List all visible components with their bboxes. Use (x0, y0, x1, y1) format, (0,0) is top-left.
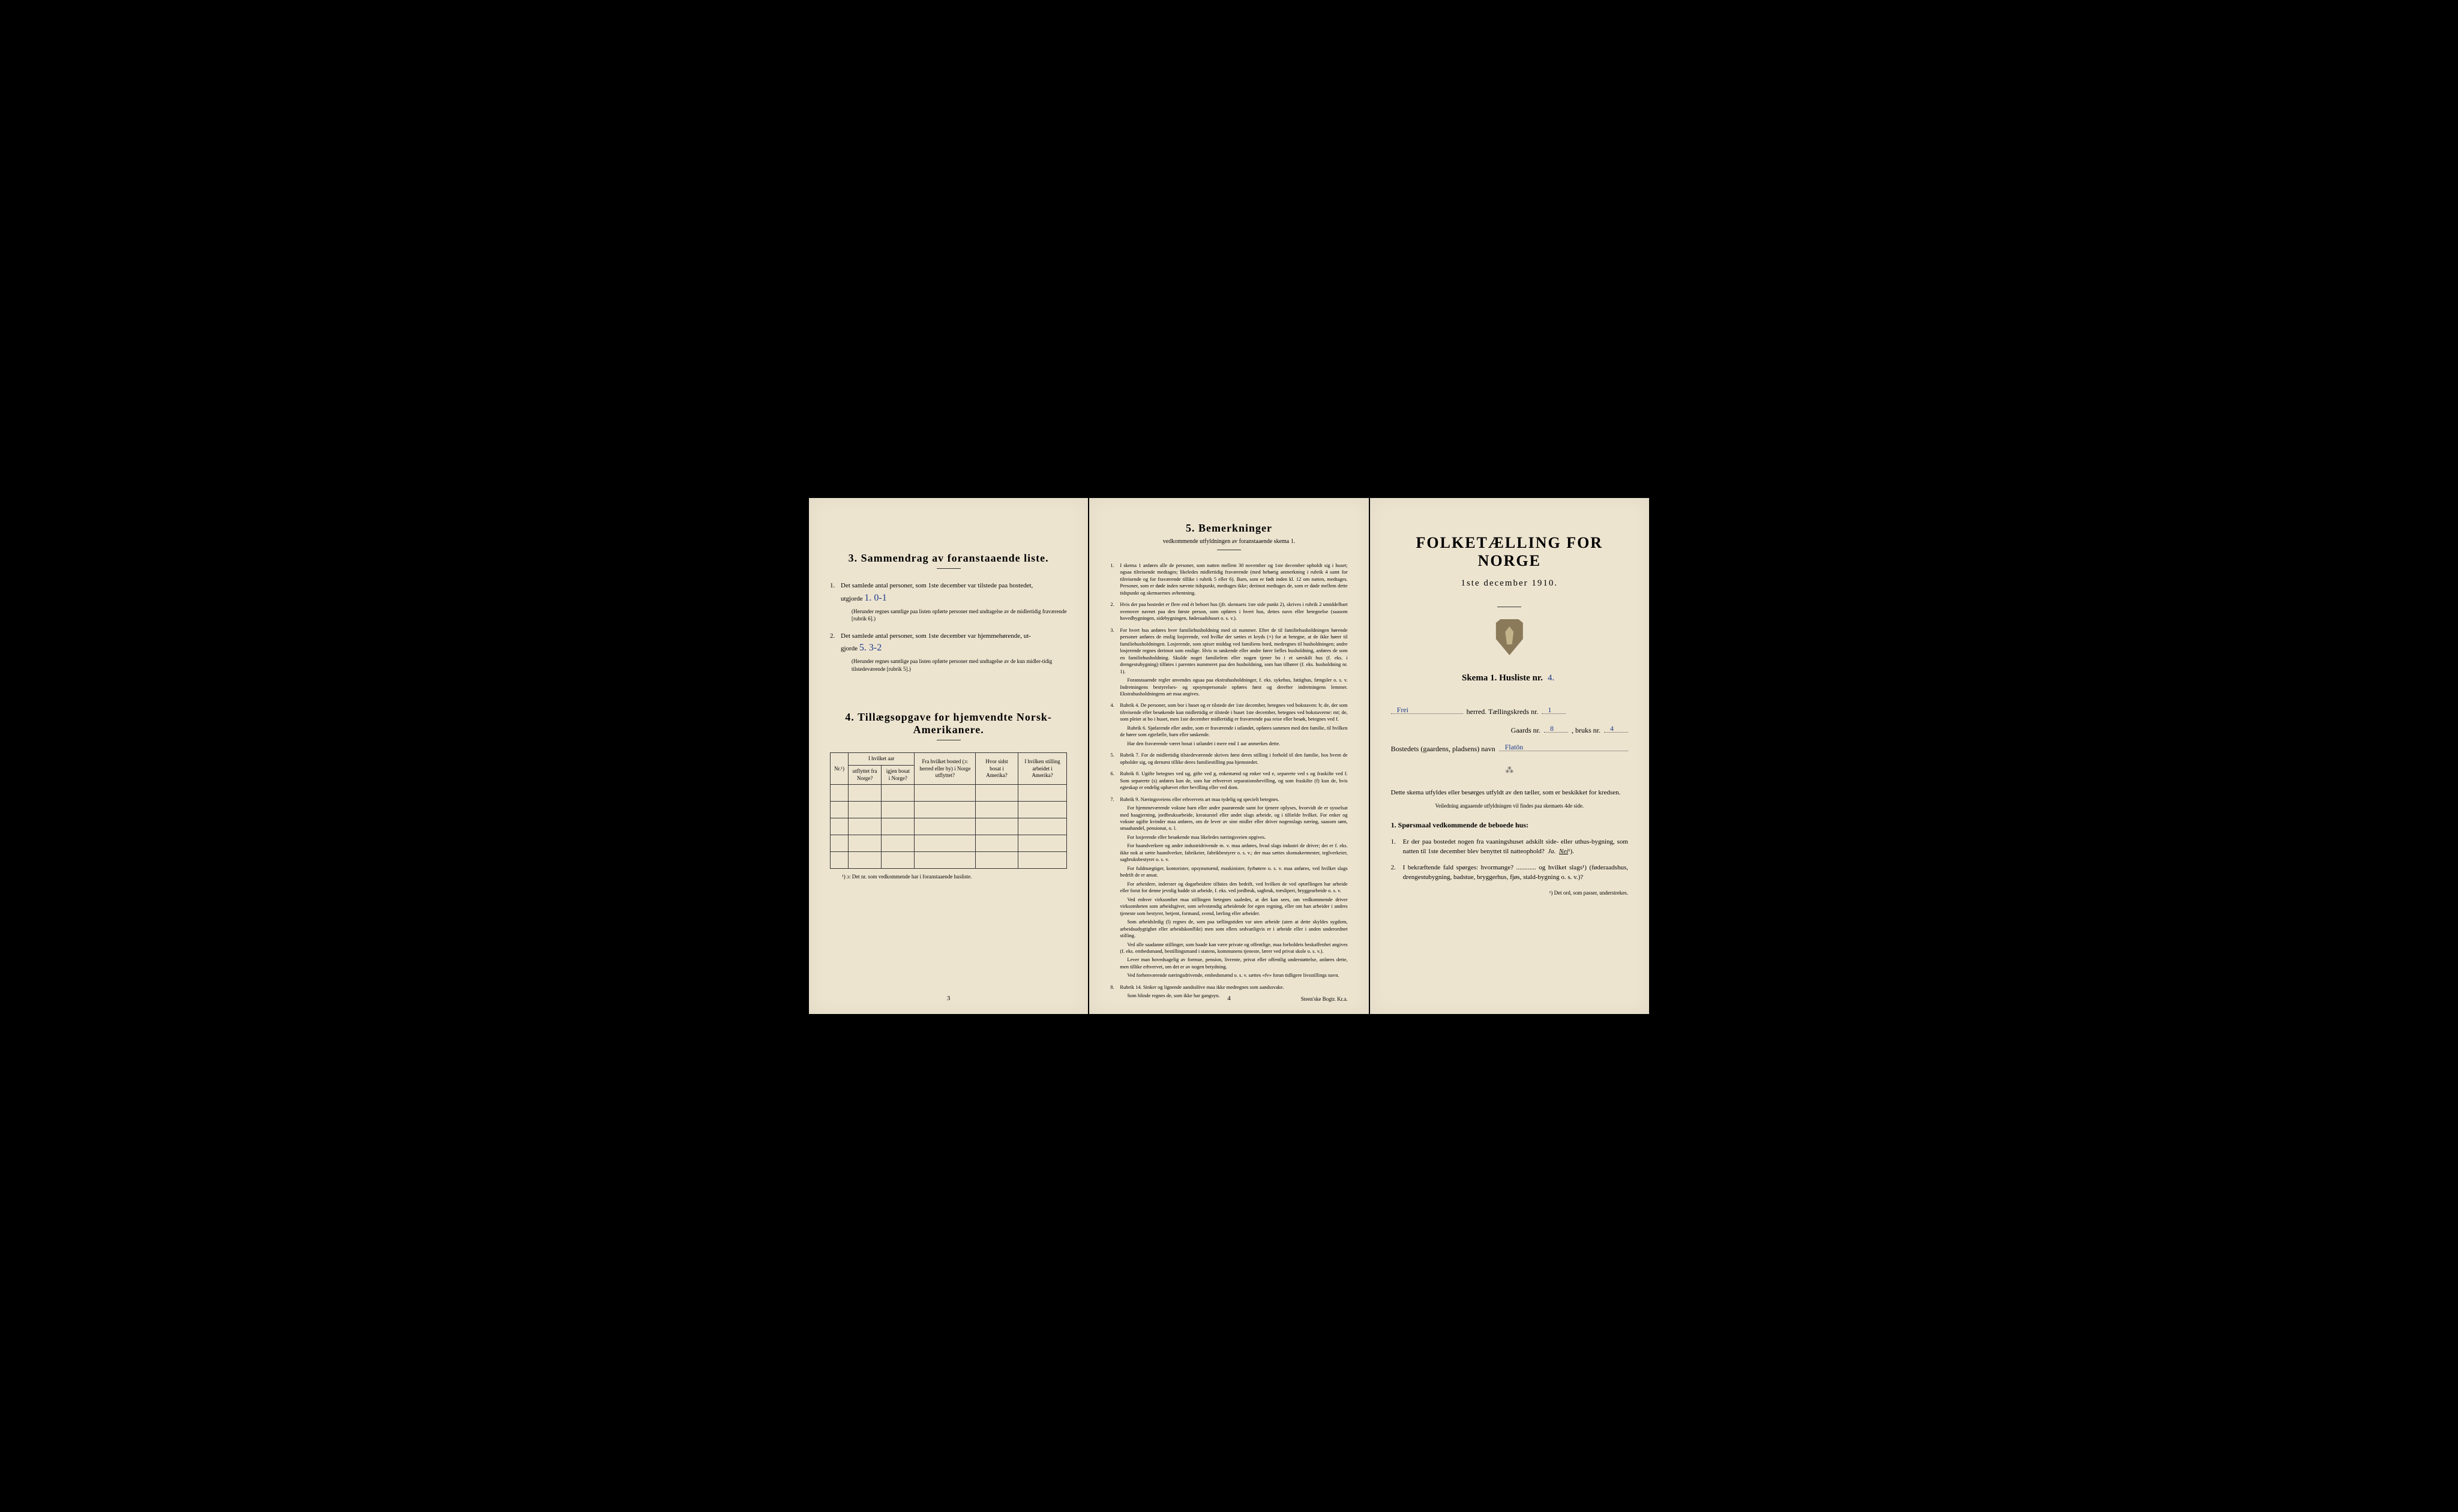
remark-5: Rubrik 7. For de midlertidig tilstedevær… (1110, 752, 1347, 766)
label: Skema 1. Husliste nr. (1462, 673, 1543, 683)
sup: ¹). (1568, 848, 1574, 855)
table-row (831, 835, 1067, 852)
printer-note: Steen'ske Bogtr. Kr.a. (1301, 996, 1348, 1002)
text: Det samlede antal personer, som 1ste dec… (841, 632, 1031, 640)
questions: 1. Spørsmaal vedkommende de beboede hus:… (1391, 821, 1628, 883)
table-row (831, 818, 1067, 835)
section-3-title: 3. Sammendrag av foranstaaende liste. (830, 552, 1067, 565)
husliste-nr: 4. (1545, 673, 1557, 683)
question-1: Er der paa bostedet nogen fra vaaningshu… (1391, 837, 1628, 857)
text: For hjemmeværende voksne barn eller andr… (1120, 805, 1347, 832)
table-row (831, 802, 1067, 818)
option-ja: Ja. (1548, 848, 1555, 855)
label: Gaards nr. (1511, 726, 1540, 735)
bosted-line: Bostedets (gaardens, pladsens) navn Flat… (1391, 745, 1628, 754)
remark-4: Rubrik 4. De personer, som bor i huset o… (1110, 702, 1347, 747)
remarks-list: I skema 1 anføres alle de personer, som … (1110, 562, 1347, 1000)
label: , bruks nr. (1572, 726, 1600, 735)
text: Foranstaaende regler anvendes ogsaa paa … (1120, 677, 1347, 697)
text: Rubrik 9. Næringsveiens eller erhvervets… (1120, 796, 1279, 802)
herred-line: Frei herred. Tællingskreds nr. 1 (1391, 707, 1628, 716)
page-number: 3 (947, 995, 951, 1002)
text: For arbeidere, inderster og dagarbeidere… (1120, 881, 1347, 895)
text: For haandverkere og andre industridriven… (1120, 842, 1347, 863)
col-year-group: I hvilket aar (848, 753, 914, 766)
text: Rubrik 6. Sjøfarende eller andre, som er… (1120, 725, 1347, 739)
col-nr: Nr.¹) (831, 753, 849, 785)
col-utflyttet: utflyttet fra Norge? (848, 766, 881, 785)
emigrant-table: Nr.¹) I hvilket aar Fra hvilket bosted (… (830, 752, 1067, 869)
text: Det samlede antal personer, som 1ste dec… (841, 582, 1033, 589)
col-stilling: I hvilken stilling arbeidet i Amerika? (1018, 753, 1067, 785)
text: Er der paa bostedet nogen fra vaaningshu… (1403, 838, 1628, 856)
text: Ved alle saadanne stillinger, som baade … (1120, 941, 1347, 955)
page-4: 5. Bemerkninger vedkommende utfyldningen… (1089, 498, 1368, 1014)
table-footnote: ¹) ɔ: Det nr. som vedkommende har i fora… (830, 874, 1067, 880)
gaard-value: 8 (1550, 724, 1554, 733)
handwritten-value-2: 5. 3-2 (859, 643, 882, 653)
page-cover: FOLKETÆLLING FOR NORGE 1ste december 191… (1370, 498, 1649, 1014)
summary-item-2: Det samlede antal personer, som 1ste dec… (830, 631, 1067, 673)
text: utgjorde (841, 595, 863, 602)
text: For fuldmægtiger, kontorister, opsynsmæn… (1120, 865, 1347, 879)
filling-instruction: Dette skema utfyldes eller besørges utfy… (1391, 788, 1628, 798)
text: Ved forhenværende næringsdrivende, embed… (1120, 972, 1347, 979)
col-amerika: Hvor sidst bosat i Amerika? (976, 753, 1018, 785)
text: Rubrik 4. De personer, som bor i huset o… (1120, 702, 1347, 722)
text: Ved enhver virksomhet maa stillingen bet… (1120, 896, 1347, 917)
summary-list: Det samlede antal personer, som 1ste dec… (830, 581, 1067, 673)
bosted-value: Flatön (1505, 743, 1524, 752)
text: Rubrik 14. Sinker og lignende aandsslöve… (1120, 984, 1284, 990)
question-heading: 1. Spørsmaal vedkommende de beboede hus: (1391, 821, 1628, 830)
divider (937, 568, 961, 569)
herred-value: Frei (1397, 706, 1408, 715)
remark-1: I skema 1 anføres alle de personer, som … (1110, 562, 1347, 596)
col-bosted: Fra hvilket bosted (ɔ: herred eller by) … (915, 753, 976, 785)
handwritten-value-1: 1. 0-1 (864, 593, 886, 603)
text: gjorde (841, 645, 858, 652)
question-2: I bekræftende fald spørges: hvormange? .… (1391, 863, 1628, 883)
remark-3: For hvert hus anføres hver familiehushol… (1110, 627, 1347, 698)
text: For losjerende eller besøkende maa likel… (1120, 834, 1347, 841)
option-nei: Nei (1559, 848, 1568, 855)
text: Som arbeidsledig (l) regnes de, som paa … (1120, 919, 1347, 939)
remark-2: Hvis der paa bostedet er flere end ét be… (1110, 601, 1347, 622)
summary-item-1: Det samlede antal personer, som 1ste dec… (830, 581, 1067, 623)
table-row (831, 785, 1067, 802)
table-row (831, 852, 1067, 869)
kreds-value: 1 (1548, 706, 1551, 715)
section-5-subtitle: vedkommende utfyldningen av foranstaaend… (1110, 538, 1347, 545)
page-3: 3. Sammendrag av foranstaaende liste. De… (809, 498, 1088, 1014)
label: Bostedets (gaardens, pladsens) navn (1391, 745, 1495, 754)
ornament-icon: ⁂ (1391, 766, 1628, 776)
census-date: 1ste december 1910. (1391, 578, 1628, 589)
note: (Herunder regnes samtlige paa listen opf… (841, 658, 1067, 673)
page-number: 4 (1227, 995, 1231, 1002)
label: herred. Tællingskreds nr. (1467, 707, 1539, 716)
gaard-line: Gaards nr. 8 , bruks nr. 4 (1391, 726, 1628, 735)
col-igjen: igjen bosat i Norge? (882, 766, 915, 785)
skema-line: Skema 1. Husliste nr. 4. (1391, 673, 1628, 683)
guidance-note: Veiledning angaaende utfyldningen vil fi… (1391, 803, 1628, 809)
section-4-title: 4. Tillægsopgave for hjemvendte Norsk-Am… (830, 711, 1067, 736)
text: Lever man hovedsagelig av formue, pensio… (1120, 956, 1347, 970)
census-document: 3. Sammendrag av foranstaaende liste. De… (809, 498, 1649, 1014)
bruk-value: 4 (1610, 724, 1614, 733)
remark-6: Rubrik 8. Ugifte betegnes ved ug, gifte … (1110, 770, 1347, 791)
section-5-title: 5. Bemerkninger (1110, 522, 1347, 535)
main-title: FOLKETÆLLING FOR NORGE (1391, 534, 1628, 570)
text: For hvert hus anføres hver familiehushol… (1120, 627, 1347, 674)
underline-footnote: ¹) Det ord, som passer, understrekes. (1391, 890, 1628, 896)
remark-7: Rubrik 9. Næringsveiens eller erhvervets… (1110, 796, 1347, 979)
coat-of-arms-icon (1494, 619, 1524, 655)
text: Har den fraværende været bosat i utlande… (1120, 740, 1347, 747)
note: (Herunder regnes samtlige paa listen opf… (841, 608, 1067, 623)
